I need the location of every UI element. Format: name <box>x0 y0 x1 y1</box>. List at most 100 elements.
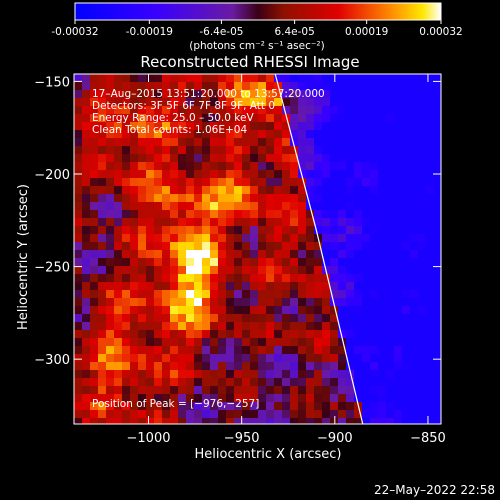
heatmap-cell <box>178 130 187 139</box>
heatmap-cell <box>322 74 331 83</box>
heatmap-cell <box>242 130 251 139</box>
heatmap-cell <box>354 298 363 307</box>
heatmap-cell <box>178 338 187 347</box>
heatmap-cell <box>138 330 147 339</box>
heatmap-cell <box>338 410 347 419</box>
heatmap-cell <box>354 306 363 315</box>
heatmap-cell <box>394 370 403 379</box>
heatmap-cell <box>394 170 403 179</box>
heatmap-cell <box>226 394 235 403</box>
heatmap-cell <box>426 226 435 235</box>
heatmap-cell <box>338 322 347 331</box>
heatmap-cell <box>202 106 211 115</box>
heatmap-cell <box>106 202 115 211</box>
heatmap-cell <box>98 282 107 291</box>
heatmap-cell <box>298 90 307 99</box>
heatmap-cell <box>306 122 315 131</box>
heatmap-cell <box>378 138 387 147</box>
heatmap-cell <box>250 186 259 195</box>
heatmap-cell <box>290 290 299 299</box>
heatmap-cell <box>170 242 179 251</box>
heatmap-cell <box>234 82 243 91</box>
heatmap-cell <box>418 418 427 424</box>
heatmap-cell <box>170 282 179 291</box>
heatmap-cell <box>418 346 427 355</box>
heatmap-cell <box>298 362 307 371</box>
heatmap-cell <box>130 178 139 187</box>
heatmap-cell <box>370 90 379 99</box>
heatmap-cell <box>114 106 123 115</box>
heatmap-cell <box>354 178 363 187</box>
heatmap-cell <box>114 298 123 307</box>
heatmap-cell <box>274 250 283 259</box>
heatmap-cell <box>194 274 203 283</box>
heatmap-cell <box>138 242 147 251</box>
heatmap-cell <box>386 74 395 83</box>
heatmap-cell <box>202 354 211 363</box>
heatmap-cell <box>258 202 267 211</box>
heatmap-cell <box>274 162 283 171</box>
heatmap-cell <box>250 122 259 131</box>
heatmap-cell <box>98 162 107 171</box>
heatmap-cell <box>354 210 363 219</box>
heatmap-cell <box>162 170 171 179</box>
heatmap-cell <box>418 114 427 123</box>
heatmap-cell <box>74 274 83 283</box>
heatmap-cell <box>426 386 435 395</box>
heatmap-cell <box>410 162 419 171</box>
heatmap-cell <box>378 298 387 307</box>
heatmap-cell <box>338 330 347 339</box>
heatmap-cell <box>138 98 147 107</box>
heatmap-cell <box>410 322 419 331</box>
heatmap-cell <box>250 402 259 411</box>
heatmap-cell <box>314 210 323 219</box>
heatmap-cell <box>290 178 299 187</box>
heatmap-cell <box>162 210 171 219</box>
heatmap-cell <box>170 370 179 379</box>
heatmap-cell <box>330 274 339 283</box>
heatmap-cell <box>410 370 419 379</box>
heatmap-cell <box>114 290 123 299</box>
heatmap-cell <box>394 98 403 107</box>
heatmap-cell <box>146 210 155 219</box>
heatmap-cell <box>202 242 211 251</box>
heatmap-cell <box>266 98 275 107</box>
heatmap-cell <box>218 210 227 219</box>
heatmap-cell <box>114 146 123 155</box>
heatmap-cell <box>282 250 291 259</box>
heatmap-cell <box>274 386 283 395</box>
heatmap-cell <box>362 186 371 195</box>
colorbar-tick-label: -0.00032 <box>51 26 98 38</box>
heatmap-cell <box>154 82 163 91</box>
heatmap-cell <box>226 258 235 267</box>
heatmap-cell <box>258 90 267 99</box>
heatmap-cell <box>290 338 299 347</box>
heatmap-cell <box>402 114 411 123</box>
heatmap-cell <box>346 170 355 179</box>
heatmap-cell <box>250 298 259 307</box>
heatmap-cell <box>266 250 275 259</box>
heatmap-cell <box>370 250 379 259</box>
heatmap-cell <box>242 386 251 395</box>
heatmap-cell <box>266 274 275 283</box>
heatmap-cell <box>138 306 147 315</box>
heatmap-cell <box>266 162 275 171</box>
heatmap-cell <box>378 114 387 123</box>
heatmap-cell <box>298 122 307 131</box>
heatmap-cell <box>146 194 155 203</box>
heatmap-cell <box>362 266 371 275</box>
heatmap-cell <box>354 114 363 123</box>
heatmap-cell <box>402 378 411 387</box>
colorbar-tick-label: 0.00019 <box>345 26 388 38</box>
heatmap-cell <box>106 378 115 387</box>
heatmap-cell <box>170 362 179 371</box>
heatmap-cell <box>82 138 91 147</box>
heatmap-cell <box>306 154 315 163</box>
heatmap-cell <box>402 82 411 91</box>
heatmap-cell <box>114 410 123 419</box>
heatmap-cell <box>426 338 435 347</box>
heatmap-cell <box>178 162 187 171</box>
heatmap-cell <box>290 218 299 227</box>
heatmap-cell <box>122 378 131 387</box>
heatmap-cell <box>234 290 243 299</box>
